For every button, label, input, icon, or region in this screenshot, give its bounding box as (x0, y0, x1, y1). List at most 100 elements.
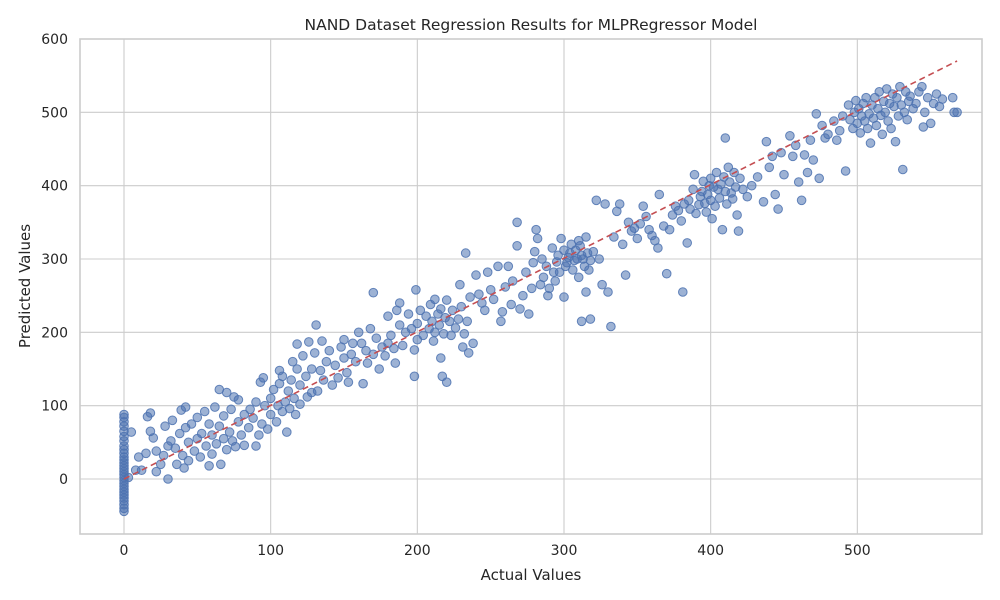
data-point (497, 307, 508, 317)
data-point (588, 246, 599, 257)
data-point (594, 254, 605, 264)
data-point (365, 323, 376, 334)
data-point (855, 128, 866, 138)
data-point (260, 400, 270, 411)
data-point (284, 403, 295, 414)
data-point (204, 419, 214, 429)
data-point (180, 402, 191, 412)
data-point (620, 270, 631, 280)
data-point (600, 199, 610, 209)
data-point (286, 375, 297, 385)
data-point (710, 201, 720, 211)
data-point (576, 316, 587, 327)
data-point (456, 301, 467, 312)
data-point (346, 349, 357, 360)
data-point (207, 430, 217, 440)
data-point (283, 386, 294, 396)
data-point (785, 131, 795, 141)
data-point (556, 233, 566, 244)
data-point (862, 123, 873, 134)
data-point (676, 216, 687, 226)
data-point (304, 337, 314, 347)
data-point (430, 294, 440, 305)
data-point (773, 204, 783, 214)
data-point (186, 419, 197, 429)
data-point (661, 268, 672, 279)
data-point (752, 172, 763, 182)
data-point (738, 184, 748, 195)
data-point (632, 233, 643, 244)
data-point (151, 446, 162, 456)
data-point (348, 338, 358, 349)
data-point (412, 318, 423, 329)
data-point (441, 377, 452, 388)
data-point (434, 320, 445, 330)
data-point (799, 150, 810, 160)
y-tick-label: 300 (41, 252, 68, 268)
data-point (512, 241, 522, 251)
data-point (917, 81, 927, 92)
data-point (905, 91, 915, 101)
data-point (436, 353, 446, 363)
data-point (174, 428, 185, 439)
data-point (568, 265, 578, 275)
data-point (585, 255, 596, 266)
data-point (458, 342, 468, 352)
data-point (892, 92, 902, 103)
data-point (865, 138, 876, 148)
data-point (358, 378, 368, 389)
data-point (145, 408, 156, 418)
data-point (720, 133, 731, 143)
data-point (226, 404, 236, 415)
data-point (390, 358, 401, 368)
data-point (214, 421, 225, 432)
data-point (468, 338, 478, 349)
data-point (512, 217, 522, 228)
data-point (163, 474, 173, 484)
data-point (441, 295, 452, 305)
data-point (597, 279, 607, 290)
data-point (386, 330, 396, 341)
data-point (732, 210, 742, 220)
data-point (761, 136, 772, 147)
data-point (268, 384, 279, 395)
data-point (529, 246, 540, 257)
data-point (503, 261, 514, 272)
y-tick-labels: 0 100 200 300 400 500 600 (41, 32, 68, 488)
data-point (911, 98, 921, 109)
data-point (918, 122, 929, 132)
data-point (126, 427, 137, 437)
data-point (353, 327, 364, 338)
data-point (691, 208, 701, 219)
data-point (515, 304, 525, 314)
data-point (394, 298, 405, 308)
data-point (707, 213, 717, 224)
data-point (922, 92, 933, 103)
data-point (683, 195, 694, 206)
data-point (221, 444, 232, 455)
data-point (251, 397, 261, 407)
data-point (654, 189, 665, 200)
data-point (204, 461, 214, 471)
data-point (397, 340, 408, 351)
data-point (141, 448, 151, 459)
reference-line (123, 60, 958, 480)
data-point (292, 364, 302, 374)
data-point (189, 446, 200, 456)
data-point (808, 155, 819, 165)
chart-title: NAND Dataset Regression Results for MLPR… (305, 16, 758, 34)
data-point (148, 433, 159, 443)
data-point (952, 107, 962, 118)
data-point (258, 373, 269, 383)
data-point (688, 184, 698, 195)
data-point (506, 299, 517, 310)
data-point (796, 195, 807, 206)
data-point (315, 365, 326, 376)
data-point (617, 239, 628, 250)
data-point (368, 287, 379, 298)
data-point (711, 167, 722, 178)
data-point (151, 466, 162, 477)
y-tick-label: 200 (41, 325, 68, 341)
x-tick-label: 100 (257, 543, 284, 559)
